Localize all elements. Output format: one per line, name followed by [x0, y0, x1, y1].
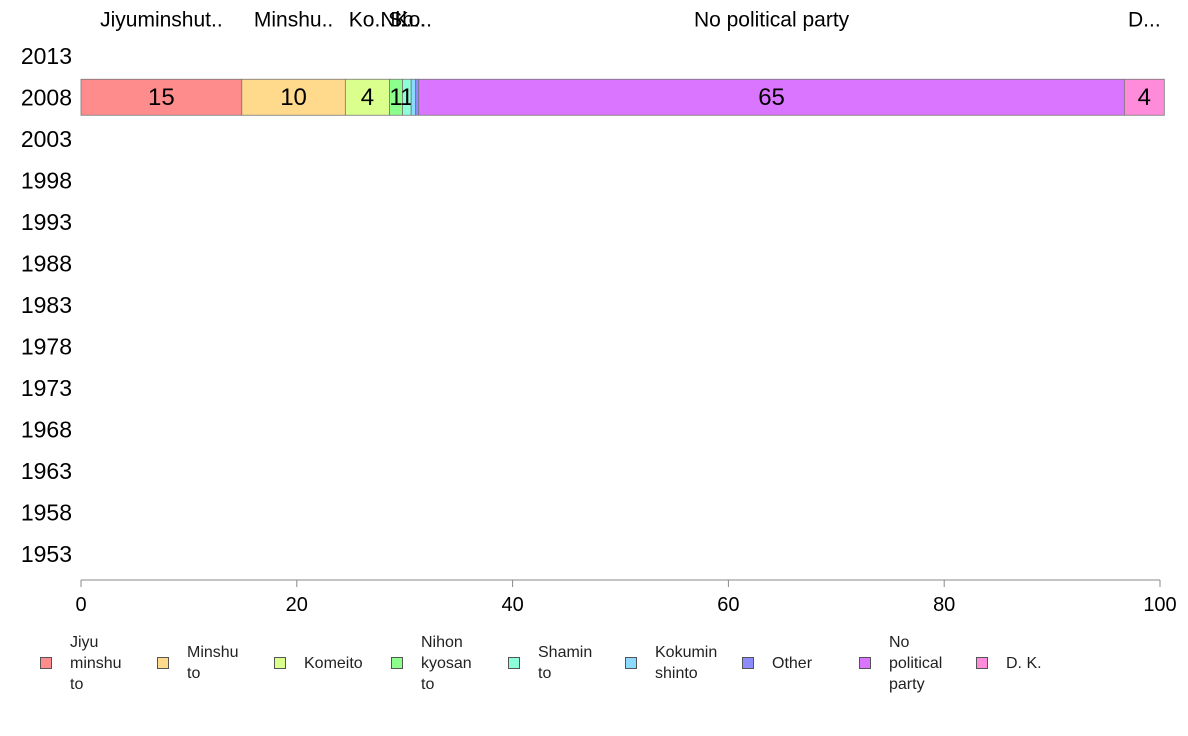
x-tick-label: 60 — [717, 594, 739, 616]
x-tick-label: 0 — [75, 594, 86, 616]
category-label: 1973 — [21, 375, 72, 401]
bar-segment — [344, 78, 390, 116]
category-label: 2008 — [21, 84, 72, 110]
category-label: 1983 — [21, 292, 72, 318]
legend-label: Komeito — [304, 654, 363, 672]
category-label: 1963 — [21, 458, 72, 484]
category-label: 1953 — [21, 541, 72, 567]
legend-item: Minshu to — [157, 628, 239, 698]
legend-swatch — [625, 657, 637, 669]
legend-label: Other — [772, 654, 813, 672]
legend-label: Jiyu minshu to — [70, 633, 122, 693]
category-label: 1993 — [21, 209, 72, 235]
category-label: 1978 — [21, 333, 72, 359]
data-label: 10 — [280, 84, 307, 111]
category-label: 2003 — [21, 126, 72, 152]
legend-item: D. K. — [976, 628, 1042, 698]
legend-item: Shamin to — [508, 628, 592, 698]
legend-swatch — [508, 657, 520, 669]
category-label: 2013 — [21, 43, 72, 69]
legend-label: Shamin to — [538, 644, 593, 682]
segment-top-label: Jiyuminshut.. — [100, 9, 223, 32]
category-label: 1988 — [21, 250, 72, 276]
segment-top-label: No political party — [694, 9, 850, 32]
bar-segment — [80, 78, 243, 116]
segment-top-label: Sh.. — [388, 9, 425, 32]
x-tick-label: 100 — [1143, 594, 1176, 616]
legend-label: Minshu to — [187, 644, 239, 682]
legend-item: No political party — [859, 628, 942, 698]
segment-top-label: Ko.. — [395, 9, 432, 32]
x-tick-label: 20 — [286, 594, 308, 616]
legend-label: D. K. — [1006, 654, 1042, 672]
bar-segment — [1123, 78, 1165, 116]
legend-item: Other — [742, 628, 812, 698]
legend-item: Komeito — [274, 628, 363, 698]
data-label: 4 — [361, 84, 374, 111]
data-label: 1 — [389, 84, 402, 111]
legend-label: Nihon kyosan to — [421, 633, 472, 693]
x-tick-label: 80 — [933, 594, 955, 616]
bar-segment — [410, 78, 416, 116]
data-label: 15 — [148, 84, 175, 111]
segment-top-label: Ni.. — [380, 9, 412, 32]
x-tick-label: 40 — [501, 594, 523, 616]
bar-segment — [241, 78, 346, 116]
bar-segment — [415, 78, 420, 116]
segment-top-label: Ko.. — [349, 9, 386, 32]
legend: Jiyu minshu to Minshu to Komeito Nihon kyos… — [0, 628, 1188, 698]
legend-swatch — [157, 657, 169, 669]
category-label: 1968 — [21, 416, 72, 442]
segment-top-label: Minshu.. — [254, 9, 333, 32]
data-label: 65 — [758, 84, 785, 111]
legend-label: No political party — [889, 633, 943, 693]
category-label: 1958 — [21, 499, 72, 525]
data-label: 1 — [400, 84, 413, 111]
legend-label: Kokumin shinto — [655, 644, 718, 682]
legend-swatch — [742, 657, 754, 669]
segment-top-label: D... — [1128, 9, 1161, 32]
legend-swatch — [859, 657, 871, 669]
legend-swatch — [391, 657, 403, 669]
legend-item: Jiyu minshu to — [40, 628, 122, 698]
stacked-bar-chart: 2013 2008 2003 1998 1993 1988 1983 1978 1973 1968… — [21, 9, 1177, 617]
legend-item: Nihon kyosan to — [391, 628, 472, 698]
legend-swatch — [40, 657, 52, 669]
legend-swatch — [976, 657, 988, 669]
legend-swatch — [274, 657, 286, 669]
category-label: 1998 — [21, 167, 72, 193]
legend-item: Kokumin shinto — [625, 628, 717, 698]
data-label: 4 — [1138, 84, 1151, 111]
